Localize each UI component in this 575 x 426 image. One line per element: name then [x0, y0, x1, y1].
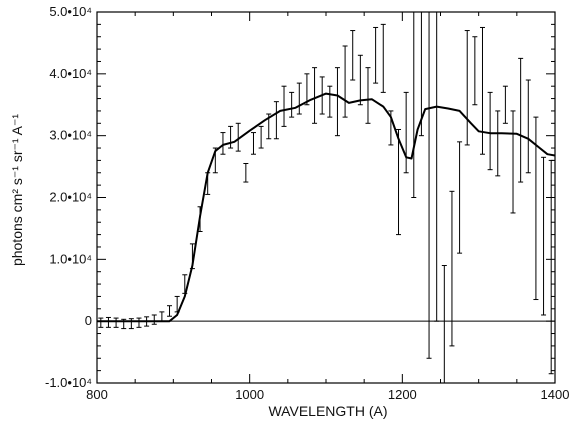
error-bar: [136, 317, 142, 328]
model-curve: [97, 92, 555, 323]
y-tick-label: 4.0•10⁴: [49, 66, 92, 81]
error-bar: [167, 305, 173, 317]
error-bar: [151, 314, 157, 325]
x-axis-title: WAVELENGTH (A): [268, 403, 387, 419]
error-bar: [312, 67, 318, 124]
error-bar: [541, 156, 547, 316]
error-bar: [502, 85, 508, 124]
error-bar: [258, 125, 264, 149]
error-bar: [479, 26, 485, 155]
error-bar: [228, 125, 234, 149]
y-tick-label: 0: [85, 313, 92, 328]
error-bar: [434, 12, 440, 322]
error-bar: [342, 45, 348, 118]
error-bar: [159, 311, 165, 322]
error-bar: [289, 91, 295, 118]
x-tick-label: 1000: [235, 387, 264, 402]
error-bar: [235, 122, 241, 152]
plot-frame: [96, 11, 556, 384]
error-bar: [464, 30, 470, 146]
error-bar: [113, 317, 119, 328]
error-bar: [304, 73, 310, 106]
error-bar: [105, 316, 111, 328]
error-bar: [426, 12, 432, 359]
x-tick-label: 1400: [541, 387, 570, 402]
error-bar: [548, 159, 554, 375]
error-bar: [525, 79, 531, 174]
error-bar: [518, 57, 524, 183]
error-bar: [510, 110, 516, 214]
error-bar: [243, 162, 249, 183]
x-tick-label: 800: [86, 387, 108, 402]
error-bar: [487, 91, 493, 171]
y-tick-label: 2.0•10⁴: [49, 190, 92, 205]
error-bar: [334, 67, 340, 137]
error-bar: [441, 265, 447, 383]
axes: 800 1000 1200 1400 -1.0•10⁴ 0 1.0•10⁴ 2.0•10⁴ 3.…: [45, 4, 569, 402]
error-bar: [273, 101, 279, 140]
y-tick-label: 3.0•10⁴: [49, 128, 92, 143]
error-bar: [250, 132, 256, 155]
error-bar: [327, 85, 333, 118]
error-bar: [403, 91, 409, 174]
error-bar: [98, 317, 104, 328]
y-tick-label: 5.0•10⁴: [49, 4, 92, 19]
error-bar: [365, 67, 371, 124]
error-bar: [128, 318, 134, 330]
error-bar: [418, 12, 424, 137]
error-bar: [281, 85, 287, 127]
y-tick-label: -1.0•10⁴: [45, 375, 92, 390]
error-bar: [350, 30, 356, 81]
error-bar: [357, 54, 363, 106]
plot-area: [97, 12, 555, 383]
y-axis-title: photons cm² s⁻¹ sr⁻¹ A⁻¹: [9, 114, 25, 266]
error-bar: [533, 116, 539, 301]
error-bar: [296, 82, 302, 115]
error-bar: [457, 141, 463, 254]
error-bar: [373, 26, 379, 84]
plot-content: [97, 12, 555, 383]
error-bar: [449, 190, 455, 347]
error-bar: [495, 110, 501, 177]
error-bar: [380, 23, 386, 93]
error-bar: [396, 128, 402, 236]
y-tick-label: 1.0•10⁴: [49, 251, 92, 266]
error-bar: [472, 36, 478, 106]
error-bar: [411, 12, 417, 198]
x-tick-label: 1200: [388, 387, 417, 402]
error-bar: [220, 132, 226, 155]
